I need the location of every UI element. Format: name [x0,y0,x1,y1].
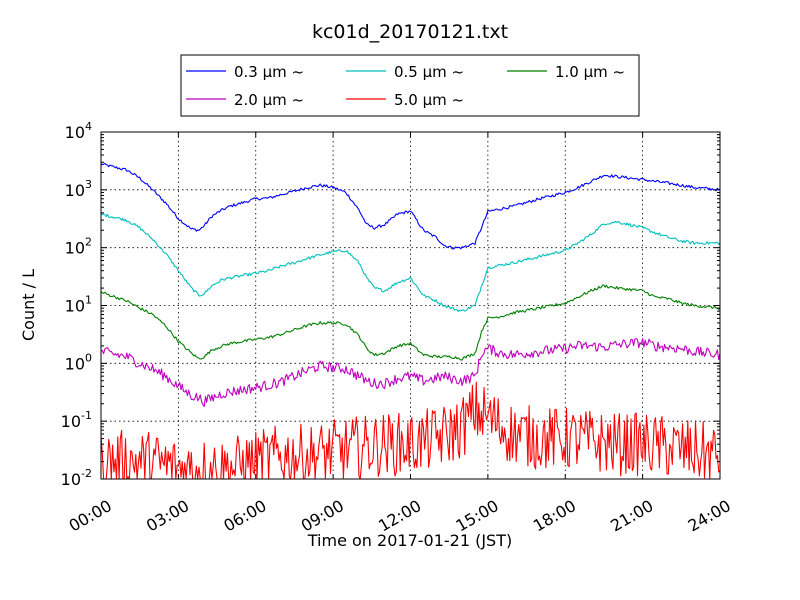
legend-box [180,54,640,117]
y-tick-label: 104 [65,120,92,142]
series-line [100,212,721,312]
legend-label: 1.0 μm ~ [555,63,625,81]
x-tick-label: 21:00 [607,496,656,536]
x-tick-label: 09:00 [298,496,347,536]
chart-title: kc01d_20170121.txt [312,21,508,43]
x-axis-label: Time on 2017-01-21 (JST) [307,531,512,550]
x-tick-label: 00:00 [66,496,115,536]
y-tick-label: 100 [65,351,92,373]
x-tick-label: 03:00 [143,496,192,536]
series-line [100,381,721,480]
series-line [100,284,721,361]
series-line [100,162,721,250]
axis-ticks [100,131,721,480]
legend-label: 0.5 μm ~ [394,63,464,81]
x-tick-labels: 00:00 03:00 06:00 09:00 12:00 15:00 18:00 21:00… [66,496,734,536]
legend: 0.3 μm ~ 0.5 μm ~ 1.0 μm ~ 2.0 μm ~ 5.0 μm ~ [180,54,640,117]
series-line [100,338,721,408]
x-tick-label: 15:00 [452,496,501,536]
legend-label: 0.3 μm ~ [234,63,304,81]
x-tick-label: 24:00 [685,496,734,536]
y-tick-label: 102 [65,236,92,258]
x-tick-label: 18:00 [530,496,579,536]
x-tick-label: 06:00 [220,496,269,536]
y-tick-label: 101 [65,294,92,316]
y-tick-label: 10-2 [61,467,92,489]
y-tick-label: 103 [65,178,92,200]
y-axis-label: Count / L [19,269,38,341]
legend-label: 2.0 μm ~ [234,91,304,109]
y-tick-label: 10-1 [61,409,92,431]
legend-label: 5.0 μm ~ [394,91,464,109]
series-lines [100,162,721,480]
x-tick-label: 12:00 [375,496,424,536]
y-tick-labels: 10-2 10-1 100 101 102 103 104 [61,120,92,489]
